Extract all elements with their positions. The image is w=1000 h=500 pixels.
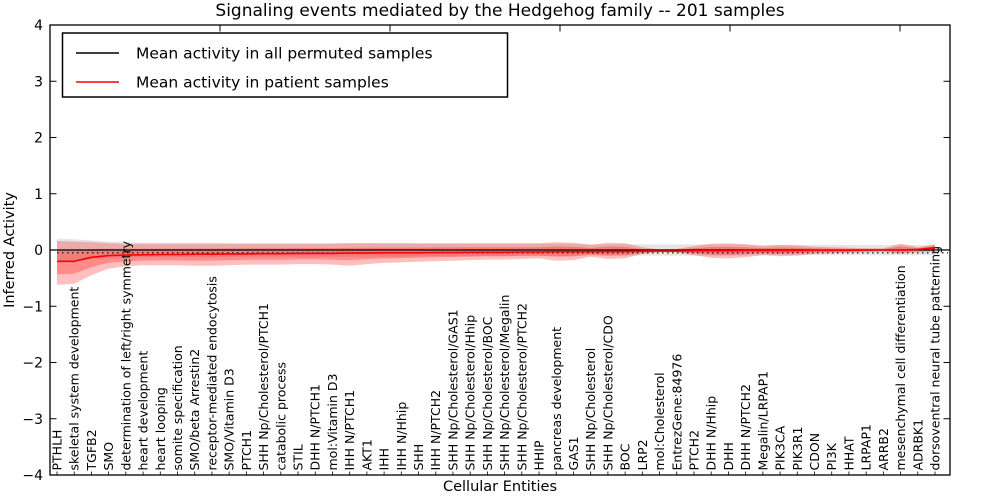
x-tick-label: SMO/Vitamin D3: [222, 368, 237, 470]
x-tick-label: PTCH2: [687, 430, 702, 471]
x-tick-label: SHH Np/Cholesterol/Hhip: [463, 315, 478, 471]
y-axis-label: Inferred Activity: [2, 192, 18, 308]
x-tick-label: IHH N/Hhip: [394, 402, 409, 471]
x-tick-label: AKT1: [359, 439, 374, 470]
y-tick-label: −1: [22, 299, 43, 315]
y-tick-label: 1: [34, 187, 43, 203]
y-tick-label: −3: [22, 412, 43, 428]
x-tick-label: STIL: [291, 444, 306, 470]
x-tick-label: mol:Cholesterol: [652, 372, 667, 470]
x-tick-label: PTHLH: [50, 430, 65, 471]
x-tick-label: IHH: [377, 448, 392, 471]
x-tick-label: LRPAP1: [859, 424, 874, 470]
x-tick-label: TGFB2: [84, 429, 99, 471]
x-tick-label: catabolic process: [273, 362, 288, 471]
x-tick-label: HHAT: [841, 436, 856, 470]
x-tick-label: PI3K: [824, 442, 839, 470]
y-tick-label: −2: [22, 356, 43, 372]
x-axis-label: Cellular Entities: [443, 479, 557, 495]
patient-band-outer: [57, 241, 935, 285]
x-tick-label: IHH N/PTCH1: [342, 390, 357, 471]
x-tick-label: SHH Np/Cholesterol/PTCH2: [514, 303, 529, 471]
x-tick-label: HHIP: [532, 440, 547, 470]
x-tick-label: SHH Np/Cholesterol/GAS1: [446, 309, 461, 470]
chart-title: Signaling events mediated by the Hedgeho…: [215, 1, 784, 21]
x-tick-label: mesenchymal cell differentiation: [893, 265, 908, 470]
x-tick-label: BOC: [618, 443, 633, 470]
x-tick-label: LRP2: [635, 439, 650, 470]
y-tick-labels: 4 3 2 1 0 −1 −2 −3 −4: [22, 18, 43, 484]
y-tick-label: 4: [34, 18, 43, 34]
x-tick-label: CDON: [807, 433, 822, 471]
x-tick-label: SHH Np/Cholesterol/Megalin: [497, 295, 512, 471]
x-tick-label: pancreas development: [549, 327, 564, 471]
legend-item-label: Mean activity in all permuted samples: [136, 45, 433, 63]
x-tick-label: heart looping: [153, 387, 168, 470]
x-tick-label: receptor-mediated endocytosis: [204, 276, 219, 470]
y-tick-label: 0: [34, 243, 43, 259]
x-tick-label: ADRBK1: [910, 419, 925, 471]
x-tick-label: SHH Np/Cholesterol/BOC: [480, 316, 495, 470]
x-tick-label: SMO: [101, 442, 116, 471]
x-tick-label: GAS1: [566, 436, 581, 470]
x-tick-label: IHH N/PTCH2: [428, 390, 443, 471]
x-tick-label: SHH Np/Cholesterol: [583, 348, 598, 471]
legend-box: [61, 32, 509, 98]
x-tick-labels: PTHLH skeletal system development TGFB2 SMO…: [50, 240, 943, 471]
x-tick-label: SHH Np/Cholesterol/CDO: [600, 315, 615, 470]
tick-marks: [50, 24, 950, 476]
y-tick-label: 3: [34, 74, 43, 90]
y-tick-label: 2: [34, 131, 43, 147]
x-tick-label: Megalin/LRPAP1: [755, 371, 770, 471]
x-tick-label: PIK3CA: [773, 425, 788, 470]
x-tick-label: SMO/beta Arrestin2: [187, 349, 202, 471]
legend-item-label: Mean activity in patient samples: [136, 74, 389, 92]
x-tick-label: EntrezGene:84976: [669, 354, 684, 471]
patient-mean-line: [57, 247, 936, 263]
x-tick-label: ARRB2: [876, 428, 891, 470]
x-tick-label: heart development: [136, 351, 151, 471]
x-tick-label: determination of left/right symmetry: [118, 240, 133, 470]
legend: Mean activity in all permuted samples Mea…: [61, 32, 509, 98]
x-tick-label: DHH N/PTCH2: [738, 384, 753, 470]
y-tick-label: −4: [22, 468, 43, 484]
x-tick-label: PTCH1: [239, 430, 254, 471]
x-tick-label: SHH: [411, 444, 426, 471]
x-tick-label: DHH: [721, 442, 736, 470]
x-tick-label: SHH Np/Cholesterol/PTCH1: [256, 303, 271, 471]
x-tick-label: somite specification: [170, 345, 185, 470]
x-tick-label: dorsoventral neural tube patterning: [928, 246, 943, 471]
x-tick-label: DHH N/Hhip: [704, 396, 719, 471]
x-tick-label: DHH N/PTCH1: [308, 384, 323, 470]
x-tick-label: skeletal system development: [67, 287, 82, 471]
x-tick-label: PIK3R1: [790, 426, 805, 470]
x-tick-label: mol:Vitamin D3: [325, 374, 340, 471]
